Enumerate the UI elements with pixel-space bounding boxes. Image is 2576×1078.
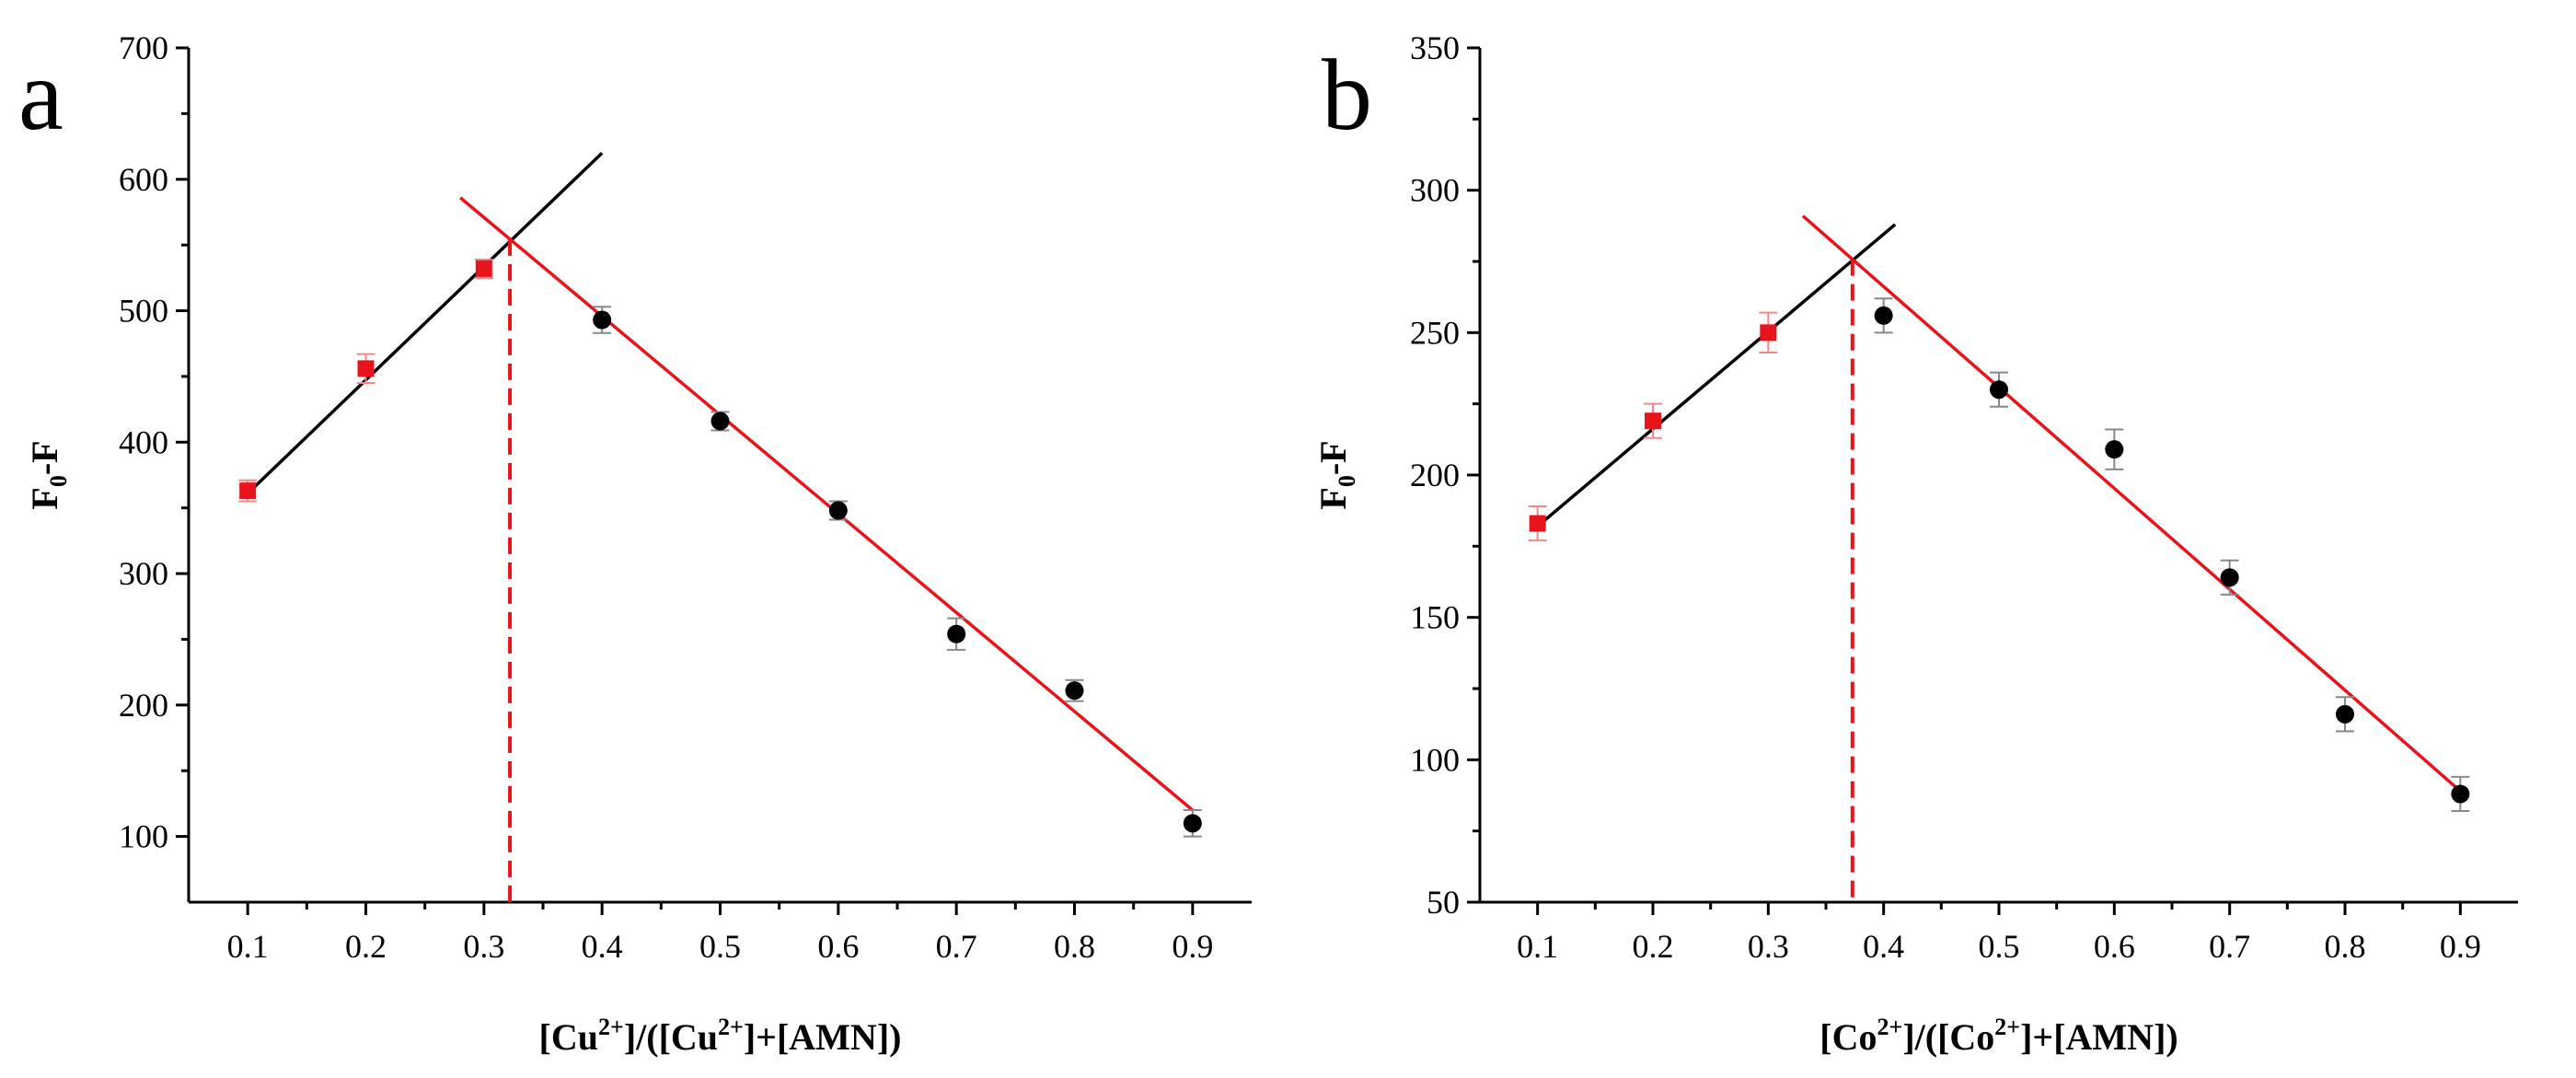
y-axis-title-part: -F	[1312, 440, 1354, 475]
data-point-square	[357, 360, 375, 377]
x-tick-label: 0.3	[1748, 928, 1789, 965]
x-tick-label: 0.7	[936, 928, 977, 965]
y-tick-label: 700	[119, 29, 168, 66]
x-axis-title-part: ]+[AMN])	[744, 1016, 902, 1058]
y-axis-title-part: 0	[1334, 475, 1360, 487]
x-tick-label: 0.4	[582, 928, 623, 965]
x-axis-title-part: 2+	[1994, 1014, 2020, 1040]
x-axis-title-part: ]+[AMN])	[2020, 1016, 2178, 1058]
data-point-circle	[1990, 380, 2008, 400]
x-axis-title-part: ]/([Cu	[624, 1016, 718, 1058]
panel-label: b	[1322, 39, 1372, 151]
x-tick-label: 0.9	[1172, 928, 1213, 965]
x-axis-title-part: 2+	[1877, 1014, 1902, 1040]
x-tick-label: 0.7	[2209, 928, 2250, 965]
x-axis-title-part: [Co	[1819, 1016, 1877, 1058]
x-tick-label: 0.5	[699, 928, 741, 965]
data-point-square	[475, 260, 492, 277]
chart-panel-b: 50 100 150 200 250 300 350 0.1 0.2 0.3 0.4 0.5 0.6 0.…	[1312, 29, 2518, 1058]
x-tick-label: 0.5	[1979, 928, 2020, 965]
y-tick-label: 200	[1410, 457, 1460, 493]
data-point-square	[1760, 324, 1777, 342]
y-tick-label: 50	[1427, 884, 1460, 921]
x-axis-title-part: 2+	[718, 1014, 744, 1040]
x-tick-label: 0.2	[345, 928, 387, 965]
y-axis-title: F0-F	[1312, 440, 1360, 509]
fit-line	[459, 196, 1194, 812]
panel-label: a	[18, 39, 64, 151]
data-point-circle	[2220, 568, 2239, 587]
data-point-circle	[2105, 440, 2124, 459]
fit-line	[246, 151, 604, 495]
x-tick-label: 0.2	[1633, 928, 1674, 965]
y-tick-label: 300	[1410, 172, 1460, 209]
x-tick-label: 0.8	[1054, 928, 1095, 965]
y-tick-label: 500	[119, 293, 168, 330]
y-tick-label: 250	[1410, 314, 1460, 351]
data-point-circle	[947, 624, 966, 643]
y-tick-label: 200	[119, 687, 168, 724]
y-axis-title: F0-F	[24, 440, 72, 509]
data-point-square	[1529, 515, 1546, 532]
data-point-circle	[1065, 681, 1084, 701]
x-axis-title-part: 2+	[598, 1014, 624, 1040]
y-tick-label: 350	[1410, 29, 1460, 66]
y-tick-label: 100	[119, 818, 168, 855]
x-tick-label: 0.1	[227, 928, 269, 965]
fit-line	[1536, 223, 1897, 528]
y-tick-label: 300	[119, 555, 168, 592]
x-tick-label: 0.3	[463, 928, 504, 965]
data-point-square	[239, 482, 257, 500]
y-axis-title-part: -F	[24, 440, 65, 475]
data-point-circle	[593, 310, 612, 330]
x-tick-label: 0.8	[2325, 928, 2366, 965]
x-tick-label: 0.1	[1517, 928, 1558, 965]
data-point-circle	[2336, 704, 2354, 724]
x-tick-label: 0.6	[817, 928, 859, 965]
x-axis-title: [Co2+]/([Co2+]+[AMN])	[1819, 1014, 2177, 1058]
data-point-circle	[1874, 306, 1893, 325]
fit-line	[1801, 214, 2462, 793]
y-tick-label: 600	[119, 161, 168, 198]
x-tick-label: 0.9	[2440, 928, 2481, 965]
x-tick-label: 0.6	[2094, 928, 2135, 965]
y-tick-label: 150	[1410, 599, 1460, 636]
x-axis-title-part: ]/([Co	[1902, 1016, 1994, 1058]
data-point-circle	[1183, 814, 1202, 833]
y-axis-title-part: F	[1312, 487, 1354, 509]
chart-panel-a: 100 200 300 400 500 600 700 0.1 0.2 0.3 0.4 0.5 0.6 0…	[18, 29, 1252, 1058]
data-point-square	[1645, 412, 1661, 430]
y-axis-title-part: F	[24, 487, 65, 509]
y-tick-label: 400	[119, 423, 168, 460]
y-axis-title-part: 0	[45, 475, 72, 487]
data-point-circle	[828, 501, 848, 520]
x-axis-title-part: [Cu	[539, 1016, 598, 1058]
x-tick-label: 0.4	[1863, 928, 1904, 965]
data-point-circle	[2451, 784, 2470, 804]
x-axis-title: [Cu2+]/([Cu2+]+[AMN])	[539, 1014, 902, 1058]
y-tick-label: 100	[1410, 741, 1460, 778]
data-point-circle	[710, 411, 730, 431]
